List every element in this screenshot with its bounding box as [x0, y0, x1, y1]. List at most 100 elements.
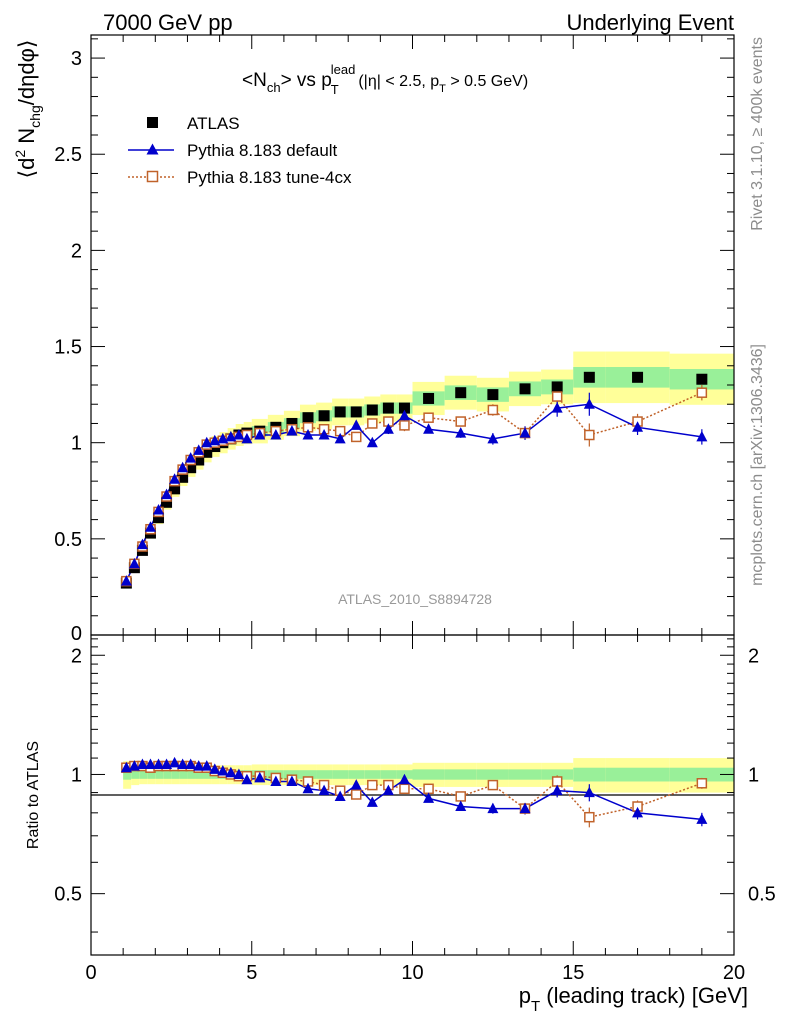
default-ratio-point — [153, 758, 165, 769]
ratio-band-inner — [171, 770, 180, 779]
ratio-band-inner — [476, 769, 509, 780]
default-ratio-point — [350, 779, 362, 790]
ratio-band-inner — [203, 770, 212, 779]
default-ratio-point — [286, 775, 298, 786]
default-point — [241, 432, 253, 444]
atlas-point — [318, 410, 330, 422]
default-point — [254, 429, 266, 440]
atlas-point — [350, 406, 362, 418]
atlas-point — [423, 392, 435, 404]
ratio-band-inner — [139, 770, 148, 779]
ratio-band-inner — [299, 770, 317, 779]
default-point — [382, 423, 394, 434]
plot-title: <Nch> vs pTlead(|η| < 2.5, pT > 0.5 GeV) — [242, 62, 528, 97]
default-ratio-point — [398, 773, 410, 785]
default-ratio-point — [241, 773, 253, 785]
y-tick-label: 0.5 — [54, 529, 82, 551]
tune4cx-point — [399, 420, 410, 431]
default-point — [398, 409, 410, 421]
default-point — [302, 429, 314, 440]
default-point — [217, 432, 229, 444]
tune4cx-ratio-point — [487, 779, 499, 791]
analysis-id: ATLAS_2010_S8894728 — [338, 591, 492, 607]
tune4cx-point — [487, 404, 499, 416]
atlas-point — [551, 381, 563, 393]
default-ratio-point — [583, 786, 595, 798]
default-point — [201, 436, 213, 448]
default-ratio-point — [136, 758, 148, 769]
header-right: Underlying Event — [566, 10, 734, 35]
ratio-band-inner — [669, 767, 734, 782]
atlas-point — [519, 383, 531, 395]
ratio-y-tick-label-right: 0.5 — [748, 884, 776, 906]
default-point — [632, 421, 644, 432]
tune4cx-ratio-point — [696, 778, 708, 789]
default-ratio-point — [120, 761, 132, 773]
default-ratio-point — [551, 784, 563, 796]
default-point — [318, 429, 330, 440]
atlas-point — [302, 412, 314, 424]
default-point — [153, 504, 165, 515]
default-ratio-point — [209, 763, 221, 774]
atlas-point — [177, 471, 189, 483]
legend-atlas-marker — [147, 117, 158, 128]
default-point — [136, 538, 148, 550]
ratio-band-inner — [187, 770, 196, 779]
default-ratio-point — [318, 784, 330, 796]
atlas-point — [632, 371, 644, 383]
default-ratio-point — [632, 806, 644, 818]
y-tick-label: 2.5 — [54, 144, 82, 166]
default-ratio-point — [366, 796, 378, 807]
default-ratio-point — [177, 758, 189, 769]
atlas-point — [286, 417, 298, 429]
default-ratio-point — [144, 758, 156, 769]
y-tick-label-zero: 0 — [71, 623, 82, 645]
default-point — [161, 488, 173, 500]
tune4cx-ratio-point — [455, 791, 466, 802]
ratio-plot-series — [120, 756, 708, 828]
default-point — [185, 452, 197, 463]
ratio-y-tick-label-left: 0.5 — [54, 884, 82, 906]
tune4cx-ratio-point — [399, 783, 410, 795]
default-ratio-point — [423, 792, 435, 803]
y-tick-label: 3 — [71, 48, 82, 70]
legend-atlas-label: ATLAS — [187, 114, 240, 133]
default-ratio-point — [128, 760, 140, 771]
y-tick-label: 1.5 — [54, 337, 82, 359]
default-ratio-point — [519, 802, 531, 814]
tune4cx-point — [367, 418, 378, 429]
default-ratio-point — [161, 758, 173, 769]
tune4cx-ratio-point — [584, 811, 595, 823]
main-plot-series — [120, 371, 708, 589]
default-ratio-point — [270, 775, 282, 786]
ratio-band-inner — [573, 767, 606, 782]
default-point — [169, 473, 181, 484]
ratio-band-inner — [147, 770, 156, 779]
default-ratio-point — [169, 756, 181, 768]
default-ratio-point — [193, 760, 205, 771]
main-uncertainty-band — [123, 351, 734, 588]
tune4cx-ratio-point — [367, 779, 378, 791]
ratio-band-inner — [348, 770, 365, 779]
x-tick-label: 10 — [401, 962, 423, 984]
ratio-band-inner — [412, 769, 445, 780]
atlas-point — [193, 454, 205, 466]
default-point — [334, 432, 346, 444]
ratio-band-inner — [195, 770, 204, 779]
legend-tune4cx-marker — [146, 170, 159, 183]
atlas-point — [153, 512, 165, 524]
ratio-band-inner — [163, 770, 172, 779]
atlas-point — [382, 402, 394, 414]
default-line — [125, 403, 702, 582]
x-tick-label: 15 — [562, 962, 584, 984]
y-tick-label: 1 — [71, 433, 82, 455]
atlas-point — [398, 402, 410, 414]
tune4cx-point — [551, 391, 563, 402]
ratio-axes: 0 5 10 15 20 0.5 0.5 1 1 2 2 — [54, 635, 776, 984]
default-ratio-point — [225, 766, 237, 778]
y-axis-label: ⟨d2 Nchg/dηdφ⟩ — [12, 40, 43, 179]
ratio-band-inner — [444, 769, 477, 780]
legend-tune4cx-label: Pythia 8.183 tune-4cx — [187, 168, 352, 187]
default-ratio-point — [185, 758, 197, 769]
default-point — [423, 423, 435, 434]
